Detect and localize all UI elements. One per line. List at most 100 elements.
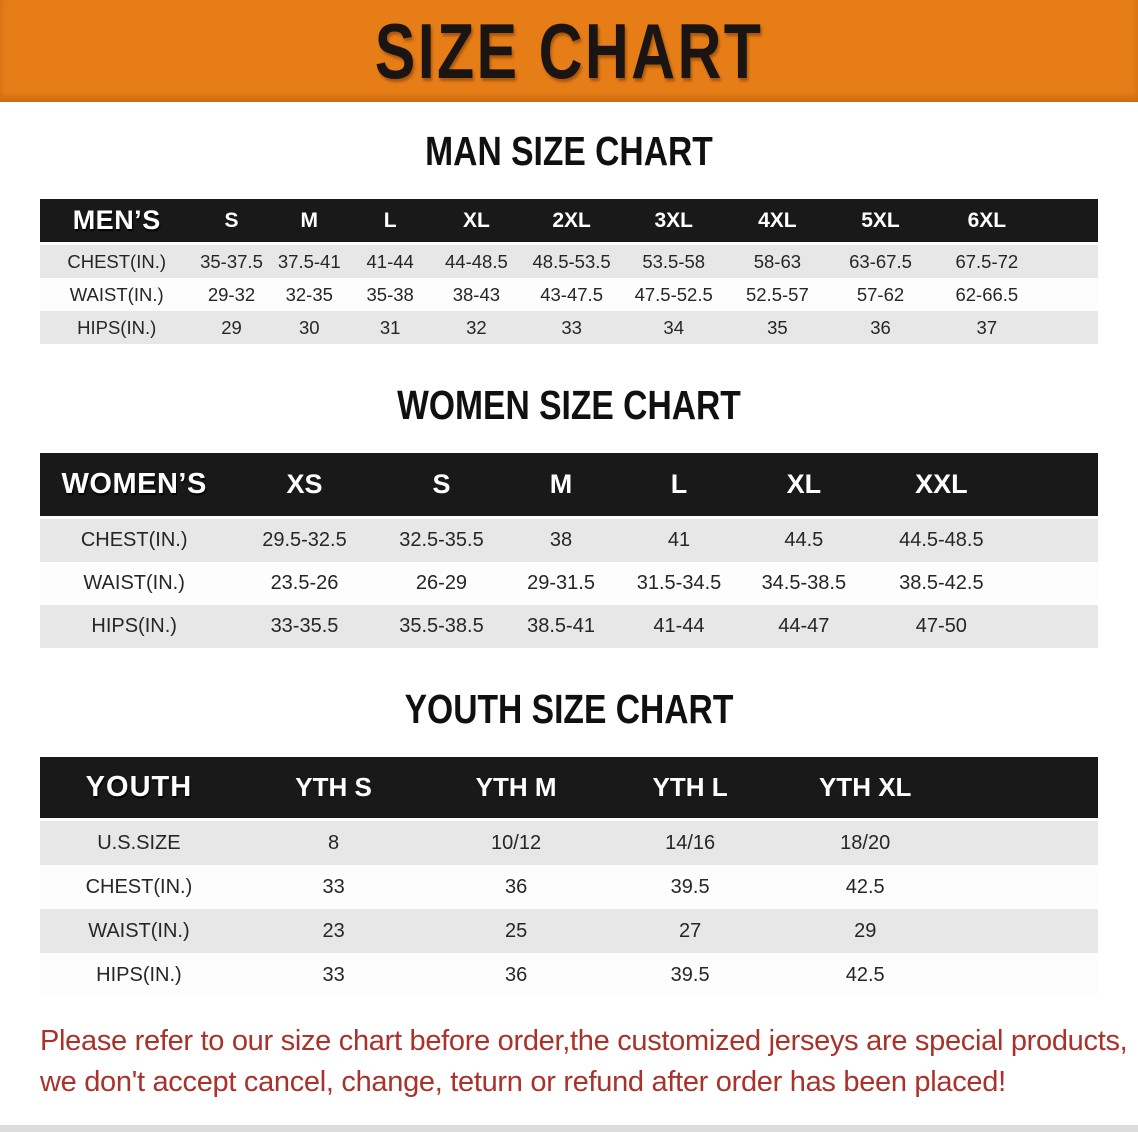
women-size-table: WOMEN’S XS S M L XL XXL CHEST(IN.) 29.5-32.5 32.5…: [40, 453, 1098, 648]
size-value-cell: 63-67.5: [829, 245, 932, 278]
size-column-header: 3XL: [621, 199, 726, 245]
table-header-row: MEN’S S M L XL 2XL 3XL 4XL 5XL 6XL: [40, 199, 1098, 245]
size-value-cell: 44-47: [738, 605, 870, 648]
size-column-header: L: [619, 453, 739, 519]
man-section-heading: MAN SIZE CHART: [425, 128, 713, 174]
size-value-cell: 42.5: [777, 953, 954, 997]
size-column-header: 2XL: [521, 199, 622, 245]
size-column-header: 4XL: [725, 199, 830, 245]
row-filler: [1013, 562, 1098, 605]
size-value-cell: 8: [237, 821, 430, 865]
row-filler: [1041, 245, 1098, 278]
youth-size-section: YOUTH SIZE CHART YOUTH YTH S YTH M YTH L YTH…: [0, 686, 1138, 997]
measure-row: CHEST(IN.) 33 36 39.5 42.5: [40, 865, 1098, 909]
size-value-cell: 32: [431, 311, 522, 344]
size-value-cell: 48.5-53.5: [521, 245, 622, 278]
size-value-cell: 33-35.5: [228, 605, 381, 648]
table-header-row: WOMEN’S XS S M L XL XXL: [40, 453, 1098, 519]
size-value-cell: 34: [621, 311, 726, 344]
size-value-cell: 47.5-52.5: [621, 278, 726, 311]
size-value-cell: 62-66.5: [931, 278, 1042, 311]
row-filler: [953, 953, 1098, 997]
size-value-cell: 10/12: [429, 821, 603, 865]
size-value-cell: 39.5: [602, 865, 778, 909]
size-value-cell: 31.5-34.5: [619, 562, 739, 605]
size-value-cell: 44-48.5: [431, 245, 522, 278]
size-chart-body: MAN SIZE CHART MEN’S S M L XL 2XL 3XL 4XL 5XL 6XL…: [0, 128, 1138, 1102]
size-column-header: XL: [431, 199, 522, 245]
size-value-cell: 44.5-48.5: [869, 519, 1014, 562]
table-group-label: MEN’S: [40, 199, 194, 245]
size-column-header: M: [502, 453, 620, 519]
size-value-cell: 33: [237, 953, 430, 997]
row-label: U.S.SIZE: [40, 821, 238, 865]
measure-row: CHEST(IN.) 29.5-32.5 32.5-35.5 38 41 44.5 44.5…: [40, 519, 1098, 562]
size-value-cell: 44.5: [738, 519, 870, 562]
youth-section-heading: YOUTH SIZE CHART: [404, 686, 734, 732]
measure-row: CHEST(IN.) 35-37.5 37.5-41 41-44 44-48.5 48.5…: [40, 245, 1098, 278]
size-value-cell: 33: [521, 311, 622, 344]
row-filler: [1013, 519, 1098, 562]
header-filler: [1041, 199, 1098, 245]
size-value-cell: 41: [619, 519, 739, 562]
row-label: CHEST(IN.): [40, 865, 238, 909]
women-section-heading: WOMEN SIZE CHART: [397, 382, 741, 428]
banner-title: SIZE CHART: [374, 7, 764, 95]
man-size-table: MEN’S S M L XL 2XL 3XL 4XL 5XL 6XL CHEST(IN.) 35-37…: [40, 199, 1098, 344]
row-label: WAIST(IN.): [40, 562, 229, 605]
measure-row: HIPS(IN.) 33 36 39.5 42.5: [40, 953, 1098, 997]
size-value-cell: 41-44: [348, 245, 432, 278]
row-filler: [953, 821, 1098, 865]
size-value-cell: 29.5-32.5: [228, 519, 381, 562]
size-value-cell: 30: [269, 311, 349, 344]
bottom-strip: [0, 1125, 1138, 1132]
size-value-cell: 42.5: [777, 865, 954, 909]
size-value-cell: 27: [602, 909, 778, 953]
size-column-header: YTH S: [237, 757, 430, 821]
size-value-cell: 29-31.5: [502, 562, 620, 605]
size-value-cell: 23: [237, 909, 430, 953]
size-column-header: YTH L: [602, 757, 778, 821]
size-value-cell: 38.5-41: [502, 605, 620, 648]
header-filler: [953, 757, 1098, 821]
size-value-cell: 32-35: [269, 278, 349, 311]
women-size-section: WOMEN SIZE CHART WOMEN’S XS S M L XL XXL CHEST(…: [0, 382, 1138, 648]
measure-row: HIPS(IN.) 33-35.5 35.5-38.5 38.5-41 41-44 44-…: [40, 605, 1098, 648]
size-value-cell: 33: [237, 865, 430, 909]
size-column-header: 6XL: [931, 199, 1042, 245]
size-value-cell: 36: [829, 311, 932, 344]
size-value-cell: 38: [502, 519, 620, 562]
row-label: HIPS(IN.): [40, 311, 194, 344]
size-value-cell: 53.5-58: [621, 245, 726, 278]
row-filler: [1041, 311, 1098, 344]
size-value-cell: 36: [429, 865, 603, 909]
order-policy-line1: Please refer to our size chart before or…: [40, 1025, 1128, 1057]
size-value-cell: 38.5-42.5: [869, 562, 1014, 605]
row-label: WAIST(IN.): [40, 909, 238, 953]
size-value-cell: 35: [725, 311, 830, 344]
man-size-section: MAN SIZE CHART MEN’S S M L XL 2XL 3XL 4XL 5XL 6XL…: [0, 128, 1138, 344]
size-value-cell: 18/20: [777, 821, 954, 865]
size-value-cell: 37: [931, 311, 1042, 344]
row-filler: [1013, 605, 1098, 648]
measure-row: U.S.SIZE 8 10/12 14/16 18/20: [40, 821, 1098, 865]
size-value-cell: 36: [429, 953, 603, 997]
size-value-cell: 38-43: [431, 278, 522, 311]
youth-size-table: YOUTH YTH S YTH M YTH L YTH XL U.S.SIZE 8 10/12…: [40, 757, 1098, 997]
size-column-header: M: [269, 199, 349, 245]
size-value-cell: 31: [348, 311, 432, 344]
size-column-header: YTH M: [429, 757, 603, 821]
size-value-cell: 35.5-38.5: [380, 605, 503, 648]
size-value-cell: 25: [429, 909, 603, 953]
measure-row: WAIST(IN.) 23.5-26 26-29 29-31.5 31.5-34.5 34…: [40, 562, 1098, 605]
table-group-label: WOMEN’S: [40, 453, 229, 519]
size-value-cell: 58-63: [725, 245, 830, 278]
size-column-header: S: [193, 199, 270, 245]
size-value-cell: 52.5-57: [725, 278, 830, 311]
size-value-cell: 57-62: [829, 278, 932, 311]
row-filler: [953, 865, 1098, 909]
size-value-cell: 35-38: [348, 278, 432, 311]
size-value-cell: 39.5: [602, 953, 778, 997]
measure-row: WAIST(IN.) 23 25 27 29: [40, 909, 1098, 953]
